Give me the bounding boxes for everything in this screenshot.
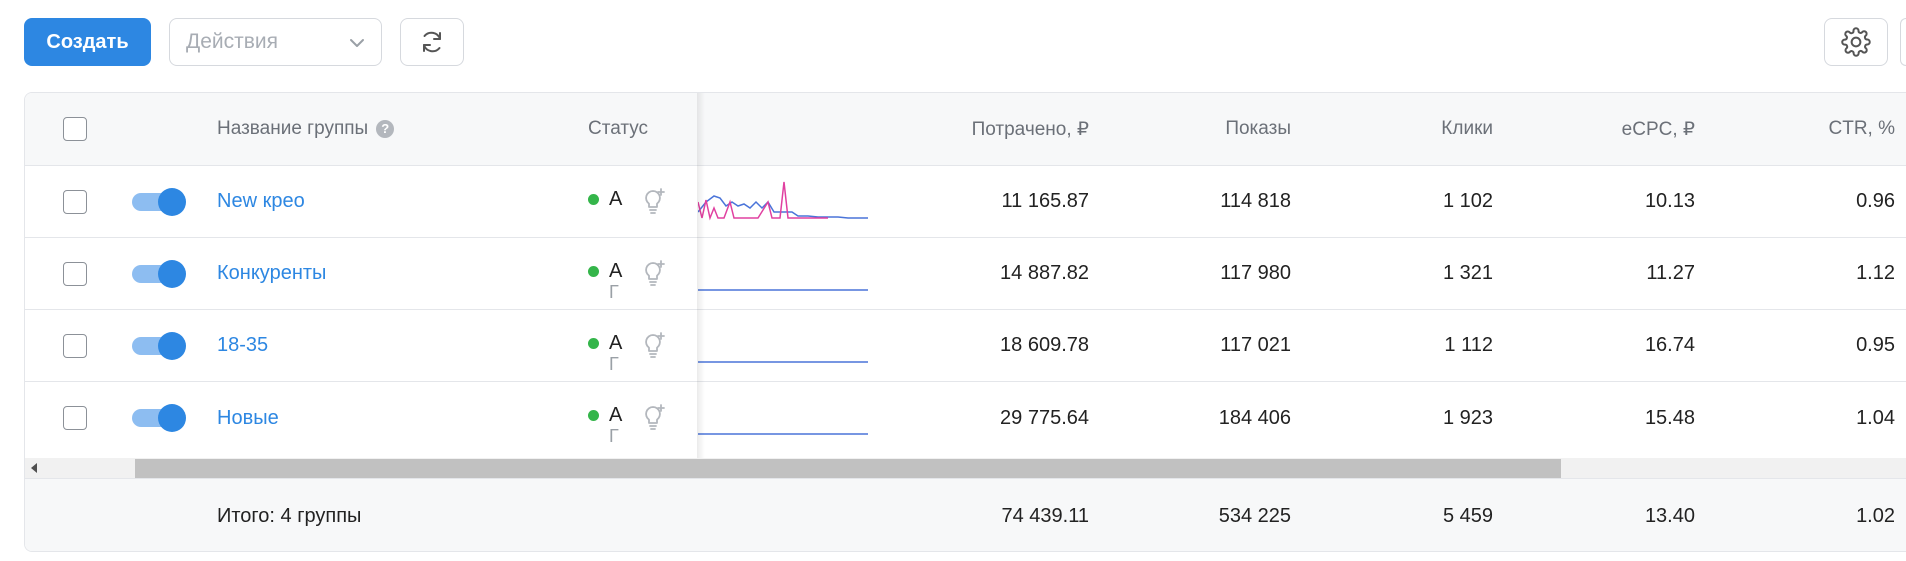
sparkline-blue: [698, 194, 868, 219]
sparkline-cell: [698, 238, 888, 309]
total-impressions: 534 225: [1218, 504, 1291, 527]
status-text: А: [609, 404, 623, 426]
column-header-name-label: Название группы: [217, 118, 369, 139]
ecpc-value: 11.27: [1646, 262, 1695, 284]
impressions-value: 117 021: [1220, 334, 1291, 356]
impressions-value: 117 980: [1220, 262, 1291, 284]
ecpc-value: 16.74: [1644, 334, 1695, 356]
row-checkbox[interactable]: [63, 333, 87, 358]
status-text: А: [609, 188, 623, 210]
total-spent: 74 439.11: [1001, 504, 1090, 527]
actions-placeholder: Действия: [186, 30, 279, 53]
status-subtext: Г: [609, 354, 619, 374]
column-header-impressions[interactable]: Показы: [1225, 118, 1291, 139]
sparkline-chart: [698, 360, 868, 363]
column-header-ecpc[interactable]: eCPC, ₽: [1621, 118, 1695, 140]
row-toggle[interactable]: [132, 404, 186, 432]
row-toggle[interactable]: [132, 187, 186, 216]
row-checkbox[interactable]: [63, 189, 87, 214]
status-cell: А Г: [588, 382, 698, 454]
clicks-value: 1 102: [1442, 190, 1493, 212]
scroll-left-arrow-icon[interactable]: [31, 463, 37, 473]
ecpc-value: 15.48: [1644, 406, 1695, 429]
group-name-link[interactable]: 18-35: [217, 334, 269, 356]
ctr-value: 1.12: [1856, 262, 1895, 284]
table-row: New крео А 11 165.87 114 818 1 102 10.13…: [25, 166, 1906, 238]
total-clicks: 5 459: [1442, 504, 1493, 527]
scrollbar-thumb[interactable]: [135, 459, 1561, 478]
sparkline-cell: [698, 310, 888, 381]
gear-icon: [1841, 27, 1871, 57]
row-toggle[interactable]: [132, 259, 186, 288]
groups-table: Название группы ? Статус Потрачено, ₽ По…: [24, 92, 1906, 552]
ctr-value: 0.96: [1856, 190, 1895, 212]
table-header: Название группы ? Статус Потрачено, ₽ По…: [25, 93, 1906, 166]
group-name-link[interactable]: New крео: [217, 190, 305, 212]
column-header-status[interactable]: Статус: [588, 118, 649, 139]
lightbulb-plus-icon[interactable]: [638, 330, 668, 360]
column-header-spent[interactable]: Потрачено, ₽: [971, 118, 1089, 140]
refresh-icon: [423, 31, 441, 53]
spent-value: 14 887.82: [1000, 262, 1089, 284]
toolbar: Создать Действия: [0, 0, 1906, 90]
actions-dropdown[interactable]: Действия: [169, 18, 382, 66]
sparkline-cell: [698, 166, 888, 237]
sparkline-chart: [698, 433, 868, 435]
table-row: Новые А Г 29 775.64 184 406 1 923 15.48 …: [25, 382, 1906, 458]
total-ctr: 1.02: [1856, 504, 1895, 527]
help-icon[interactable]: ?: [376, 120, 395, 138]
status-text: А: [609, 260, 623, 282]
status-active-dot: [588, 410, 599, 421]
table-footer-totals: Итого: 4 группы 74 439.11 534 225 5 459 …: [25, 479, 1906, 551]
column-header-clicks[interactable]: Клики: [1441, 118, 1493, 139]
clicks-value: 1 112: [1444, 334, 1493, 356]
create-button[interactable]: Создать: [24, 18, 151, 66]
lightbulb-plus-icon[interactable]: [638, 186, 668, 216]
row-toggle[interactable]: [132, 331, 186, 360]
settings-button[interactable]: [1824, 18, 1888, 66]
clicks-value: 1 321: [1442, 262, 1493, 284]
sparkline-cell: [698, 382, 888, 454]
sparkline-pink: [698, 181, 828, 221]
group-name-link[interactable]: Конкуренты: [217, 262, 327, 284]
toolbar-edge-button[interactable]: [1900, 18, 1906, 66]
refresh-button[interactable]: [400, 18, 464, 66]
sparkline-chart: [698, 181, 868, 221]
status-subtext: Г: [609, 282, 619, 302]
horizontal-scrollbar[interactable]: [25, 458, 1906, 479]
select-all-checkbox[interactable]: [63, 117, 87, 141]
column-header-name[interactable]: Название группы ?: [217, 93, 395, 165]
group-name-link[interactable]: Новые: [217, 406, 279, 429]
column-header-ctr[interactable]: CTR, %: [1828, 118, 1896, 139]
lightbulb-plus-icon[interactable]: [638, 402, 668, 432]
status-cell: А: [588, 166, 698, 237]
spent-value: 18 609.78: [1000, 334, 1089, 356]
total-ecpc: 13.40: [1644, 504, 1695, 527]
status-text: А: [609, 332, 623, 354]
status-cell: А Г: [588, 310, 698, 381]
frozen-column-shadow: [697, 93, 705, 546]
ctr-value: 0.95: [1856, 334, 1895, 356]
chevron-down-icon: [350, 39, 364, 47]
impressions-value: 114 818: [1220, 190, 1291, 212]
totals-label: Итого: 4 группы: [217, 504, 362, 527]
impressions-value: 184 406: [1218, 406, 1291, 429]
row-checkbox[interactable]: [63, 261, 87, 286]
ecpc-value: 10.13: [1644, 190, 1695, 212]
spent-value: 29 775.64: [1000, 406, 1089, 429]
status-active-dot: [588, 338, 599, 349]
status-cell: А Г: [588, 238, 698, 309]
select-all-cell: [63, 93, 87, 165]
lightbulb-plus-icon[interactable]: [638, 258, 668, 288]
status-active-dot: [588, 194, 599, 205]
clicks-value: 1 923: [1442, 406, 1493, 429]
status-active-dot: [588, 266, 599, 277]
table-row: Конкуренты А Г 14 887.82 117 980 1 321 1…: [25, 238, 1906, 310]
row-checkbox[interactable]: [63, 406, 87, 430]
sparkline-chart: [698, 288, 868, 291]
status-subtext: Г: [609, 426, 619, 446]
ctr-value: 1.04: [1856, 406, 1895, 429]
table-row: 18-35 А Г 18 609.78 117 021 1 112 16.74 …: [25, 310, 1906, 382]
spent-value: 11 165.87: [1001, 190, 1090, 212]
